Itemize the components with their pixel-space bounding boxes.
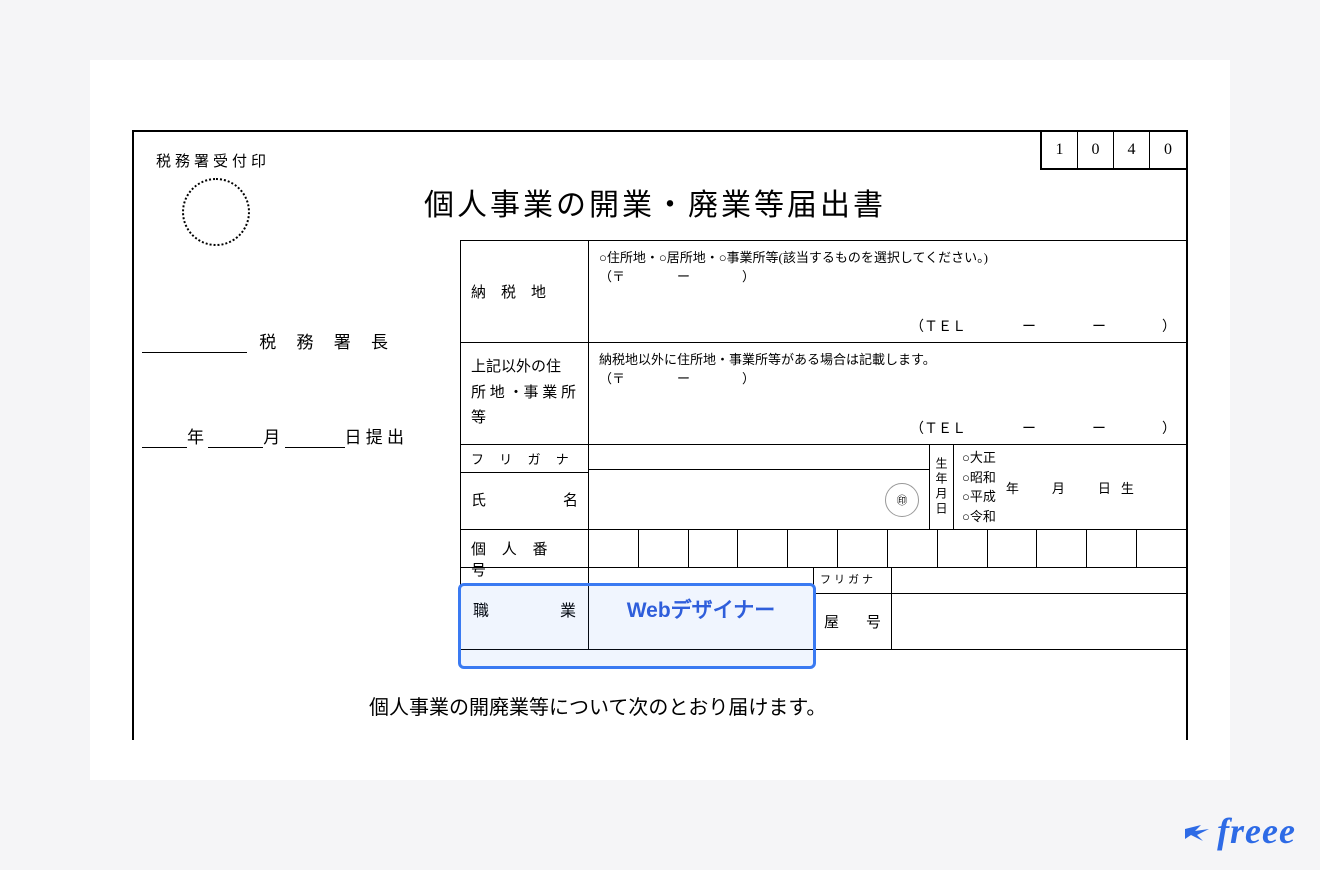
trade-name-value xyxy=(892,594,1186,649)
seal-icon: ㊞ xyxy=(885,483,919,517)
other-place-label: 上記以外の住 所 地 ・事 業 所 等 xyxy=(461,343,589,444)
era-options: ○大正 ○昭和 ○平成 ○令和 xyxy=(962,448,996,526)
form-code-boxes: 1 0 4 0 xyxy=(1040,130,1188,170)
trade-name-label-col: フリガナ 屋 号 xyxy=(814,568,892,649)
occupation-value: Webデザイナー xyxy=(589,568,814,649)
tax-place-value: ○住所地・○居所地・○事業所等(該当するものを選択してください。) （〒 ー ）… xyxy=(589,241,1186,342)
code-digit: 0 xyxy=(1078,132,1114,168)
office-blank-line xyxy=(142,333,247,353)
num-cell xyxy=(1087,530,1137,567)
num-cell xyxy=(888,530,938,567)
name-value: ㊞ xyxy=(589,470,929,529)
birthdate-label: 生年月日 xyxy=(930,445,954,529)
row-personal-number: 個 人 番 号 xyxy=(461,530,1186,568)
other-place-value: 納税地以外に住所地・事業所等がある場合は記載します。 （〒 ー ） （ＴＥＬ ー… xyxy=(589,343,1186,444)
swallow-icon xyxy=(1181,815,1213,847)
name-value-col: ㊞ xyxy=(589,445,930,529)
row-other-place: 上記以外の住 所 地 ・事 業 所 等 納税地以外に住所地・事業所等がある場合は… xyxy=(461,343,1186,445)
form-title: 個人事業の開業・廃業等届出書 xyxy=(424,180,886,224)
trade-name-label: 屋 号 xyxy=(814,594,891,649)
furigana-label: フ リ ガ ナ xyxy=(461,445,588,473)
code-digit: 0 xyxy=(1150,132,1186,168)
trade-name-value-col xyxy=(892,568,1186,649)
occupation-label: 職 業 xyxy=(461,568,589,649)
num-cell xyxy=(689,530,739,567)
logo-text: freee xyxy=(1217,810,1296,852)
tax-place-label: 納 税 地 xyxy=(461,241,589,342)
day-blank xyxy=(285,428,345,448)
document-card: 1 0 4 0 税務署受付印 個人事業の開業・廃業等届出書 税 務 署 長 年 … xyxy=(90,60,1230,780)
num-cell xyxy=(838,530,888,567)
num-cell xyxy=(639,530,689,567)
code-digit: 1 xyxy=(1042,132,1078,168)
bottom-statement: 個人事業の開廃業等について次のとおり届けます。 xyxy=(369,691,826,720)
shimei-label: 氏 名 xyxy=(461,473,588,529)
num-cell xyxy=(788,530,838,567)
tax-office-head-line: 税 務 署 長 xyxy=(142,328,452,353)
num-cell xyxy=(738,530,788,567)
stamp-circle-icon xyxy=(182,178,250,246)
personal-number-cells xyxy=(589,530,1186,567)
num-cell xyxy=(589,530,639,567)
num-cell xyxy=(1137,530,1186,567)
year-blank xyxy=(142,428,187,448)
left-submission-area: 税 務 署 長 年 月 日 提 出 xyxy=(142,328,452,448)
name-label-col: フ リ ガ ナ 氏 名 xyxy=(461,445,589,529)
stamp-label: 税務署受付印 xyxy=(156,150,270,171)
freee-logo: freee xyxy=(1181,810,1296,852)
submission-date-row: 年 月 日 提 出 xyxy=(142,423,452,448)
code-digit: 4 xyxy=(1114,132,1150,168)
office-head-suffix: 税 務 署 長 xyxy=(259,333,396,352)
form-grid: 納 税 地 ○住所地・○居所地・○事業所等(該当するものを選択してください。) … xyxy=(460,240,1186,650)
num-cell xyxy=(1037,530,1087,567)
row-name: フ リ ガ ナ 氏 名 ㊞ 生年月日 ○大正 ○昭和 xyxy=(461,445,1186,530)
num-cell xyxy=(938,530,988,567)
birthdate-fill: 年 月 日生 xyxy=(1006,478,1144,497)
month-blank xyxy=(208,428,263,448)
birthdate-value: ○大正 ○昭和 ○平成 ○令和 年 月 日生 xyxy=(954,445,1186,529)
trade-furigana-value xyxy=(892,568,1186,594)
row-occupation: 職 業 Webデザイナー フリガナ 屋 号 xyxy=(461,568,1186,650)
trade-furigana-label: フリガナ xyxy=(814,568,891,594)
form-outer-border: 1 0 4 0 税務署受付印 個人事業の開業・廃業等届出書 税 務 署 長 年 … xyxy=(132,130,1188,740)
num-cell xyxy=(988,530,1038,567)
row-tax-place: 納 税 地 ○住所地・○居所地・○事業所等(該当するものを選択してください。) … xyxy=(461,241,1186,343)
personal-number-label: 個 人 番 号 xyxy=(461,530,589,567)
furigana-value xyxy=(589,445,929,470)
